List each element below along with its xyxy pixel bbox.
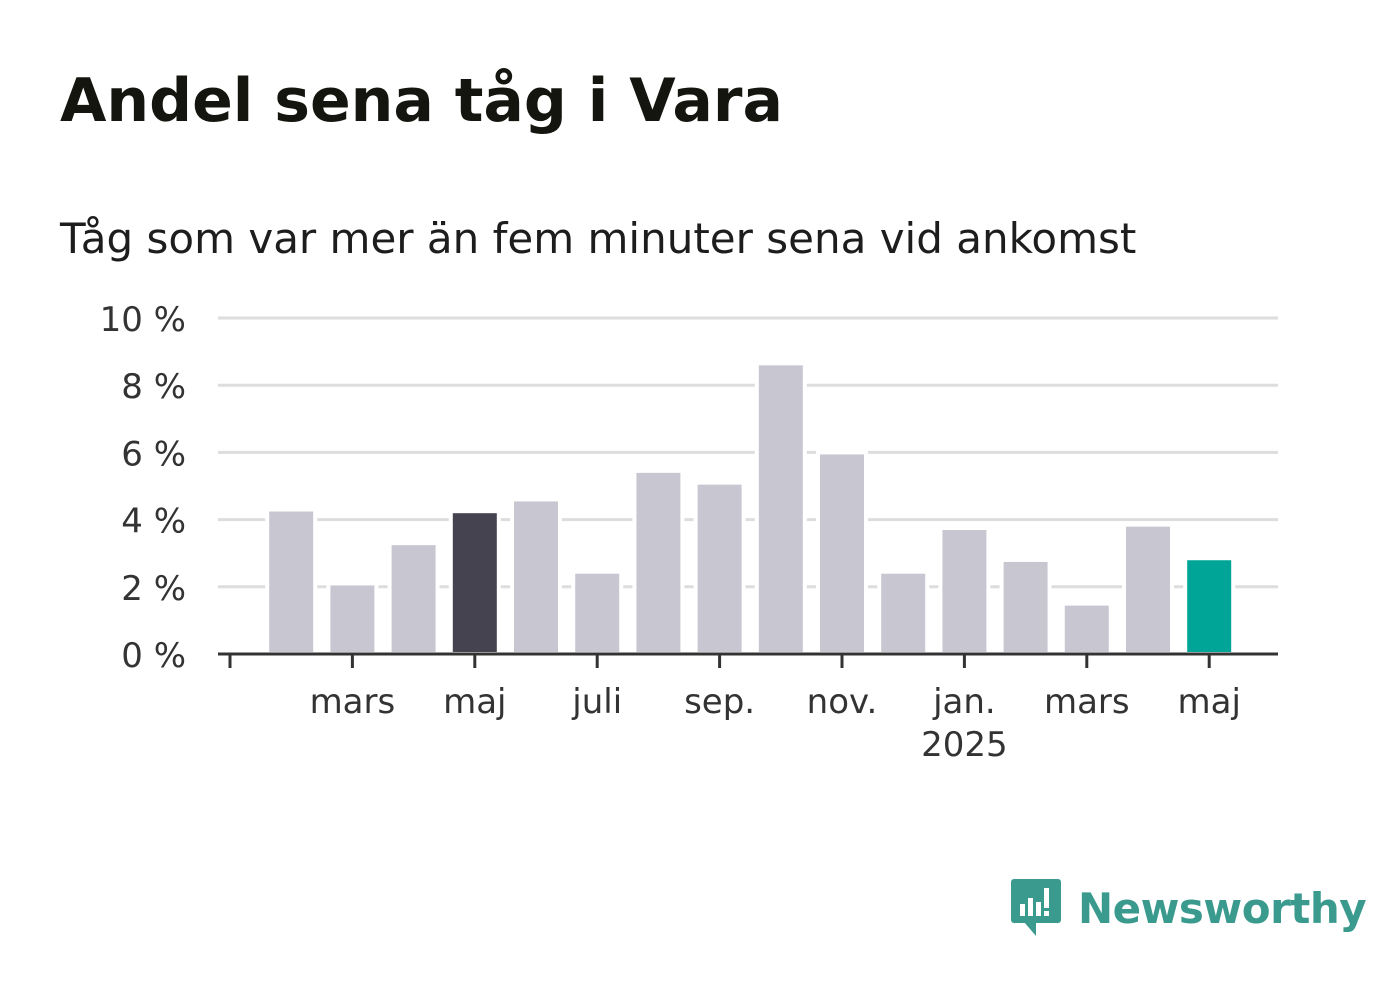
y-tick-label: 10 % bbox=[100, 300, 186, 340]
y-tick-label: 4 % bbox=[121, 502, 186, 542]
chart-title: Andel sena tåg i Vara bbox=[60, 66, 783, 136]
bar-2025-04 bbox=[1122, 522, 1174, 657]
bar-2024-10 bbox=[754, 361, 807, 656]
chart-subtitle: Tåg som var mer än fem minuter sena vid … bbox=[60, 214, 1137, 263]
bar-2025-02 bbox=[999, 557, 1052, 656]
y-tick-label: 0 % bbox=[121, 636, 186, 676]
bar-2024-07 bbox=[571, 569, 624, 656]
y-tick-label: 8 % bbox=[121, 367, 186, 407]
newsworthy-logo-icon bbox=[1011, 879, 1061, 936]
bar-2024-06 bbox=[510, 497, 562, 656]
bar-2024-03 bbox=[326, 581, 379, 656]
bar-2024-11 bbox=[816, 450, 868, 656]
y-tick-label: 2 % bbox=[121, 569, 186, 609]
x-year-label: 2025 bbox=[921, 725, 1008, 765]
bar-2025-05 bbox=[1183, 556, 1236, 656]
bar-2024-05 bbox=[448, 509, 501, 657]
x-tick-label: mars bbox=[310, 682, 396, 722]
x-tick-label: mars bbox=[1044, 682, 1130, 722]
x-tick-label: jan. bbox=[932, 682, 996, 722]
bar-2025-03 bbox=[1060, 601, 1113, 656]
bar-2025-01 bbox=[938, 526, 991, 656]
x-tick-label: nov. bbox=[807, 682, 878, 722]
x-tick-label: maj bbox=[443, 682, 506, 722]
y-tick-label: 6 % bbox=[121, 434, 186, 474]
bar-2024-04 bbox=[387, 541, 440, 656]
x-tick-label: sep. bbox=[684, 682, 755, 722]
bar-2024-09 bbox=[693, 480, 746, 657]
newsworthy-logo: Newsworthy bbox=[1010, 878, 1367, 938]
bar-2024-12 bbox=[877, 569, 930, 656]
bar-2024-02 bbox=[265, 507, 318, 656]
bar-2024-08 bbox=[632, 468, 685, 656]
newsworthy-brand-name: Newsworthy bbox=[1078, 883, 1367, 933]
x-tick-label: juli bbox=[571, 682, 622, 722]
x-tick-label: maj bbox=[1177, 682, 1240, 722]
